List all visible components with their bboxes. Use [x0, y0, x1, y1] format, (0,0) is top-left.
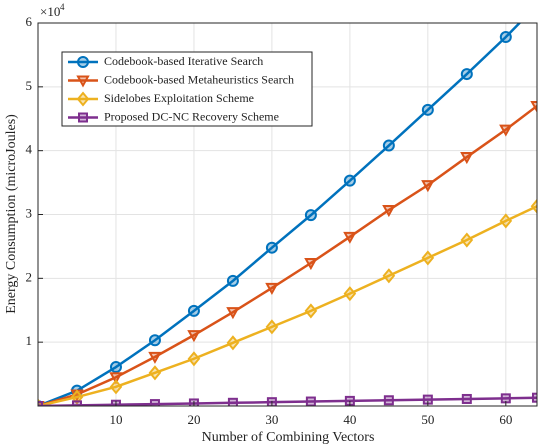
marker	[187, 351, 201, 367]
marker	[265, 241, 278, 254]
marker	[109, 361, 122, 374]
marker	[109, 379, 123, 395]
x-tick-label: 60	[499, 412, 512, 427]
marker	[460, 232, 474, 248]
marker	[187, 330, 201, 343]
marker	[499, 213, 513, 229]
marker	[499, 31, 512, 44]
legend-label: Proposed DC-NC Recovery Scheme	[104, 109, 279, 123]
marker	[70, 389, 84, 405]
marker	[532, 0, 542, 10]
y-tick-label: 3	[26, 205, 33, 220]
marker	[382, 139, 395, 152]
marker	[148, 334, 161, 347]
marker	[421, 103, 434, 116]
marker	[532, 392, 537, 403]
marker	[382, 205, 396, 218]
marker	[304, 209, 317, 222]
x-axis-label: Number of Combining Vectors	[202, 430, 375, 445]
marker	[461, 393, 472, 404]
x-tick-label: 20	[187, 412, 200, 427]
legend-box	[61, 51, 313, 127]
marker	[460, 68, 473, 81]
x-tick-label: 50	[421, 412, 434, 427]
marker	[530, 198, 537, 214]
y-axis-label: Energy Consumption (microJoules)	[4, 114, 19, 314]
y-tick-label: 1	[26, 333, 33, 348]
marker	[499, 124, 513, 137]
marker	[76, 75, 90, 88]
marker	[265, 282, 279, 295]
legend-label: Codebook-based Iterative Search	[104, 54, 263, 68]
marker	[304, 258, 318, 271]
marker	[343, 286, 357, 302]
marker	[148, 365, 162, 381]
marker	[76, 91, 90, 107]
marker	[77, 56, 89, 68]
marker	[227, 397, 238, 406]
legend-label: Sidelobes Exploitation Scheme	[104, 91, 254, 105]
marker	[71, 400, 82, 406]
marker	[382, 268, 396, 284]
x-tick-label: 40	[343, 412, 356, 427]
y-tick-label: 2	[26, 269, 33, 284]
marker	[78, 112, 88, 123]
marker	[149, 399, 160, 406]
y-scale-label: ×10	[40, 4, 60, 19]
marker	[226, 335, 240, 351]
marker	[343, 231, 357, 244]
marker	[305, 396, 316, 406]
y-scale-exponent: 4	[60, 2, 65, 12]
y-tick-label: 5	[26, 78, 33, 93]
y-tick-label: 4	[26, 142, 33, 157]
legend-label: Codebook-based Metaheuristics Search	[104, 72, 294, 86]
marker	[226, 274, 239, 287]
marker	[226, 307, 240, 320]
marker	[421, 180, 435, 193]
marker	[383, 395, 394, 406]
marker	[38, 401, 43, 406]
marker	[109, 372, 123, 385]
marker	[148, 351, 162, 364]
x-tick-label: 30	[265, 412, 278, 427]
marker	[304, 303, 318, 319]
series-line	[38, 23, 522, 406]
x-tick-label: 10	[109, 412, 122, 427]
marker	[421, 250, 435, 266]
y-tick-label: 6	[26, 14, 33, 29]
series-line	[38, 205, 537, 406]
marker	[343, 174, 356, 187]
series-line	[38, 104, 537, 406]
series-line	[38, 396, 537, 406]
marker	[460, 152, 474, 165]
marker	[530, 100, 537, 114]
marker	[187, 304, 200, 317]
marker	[265, 319, 279, 335]
